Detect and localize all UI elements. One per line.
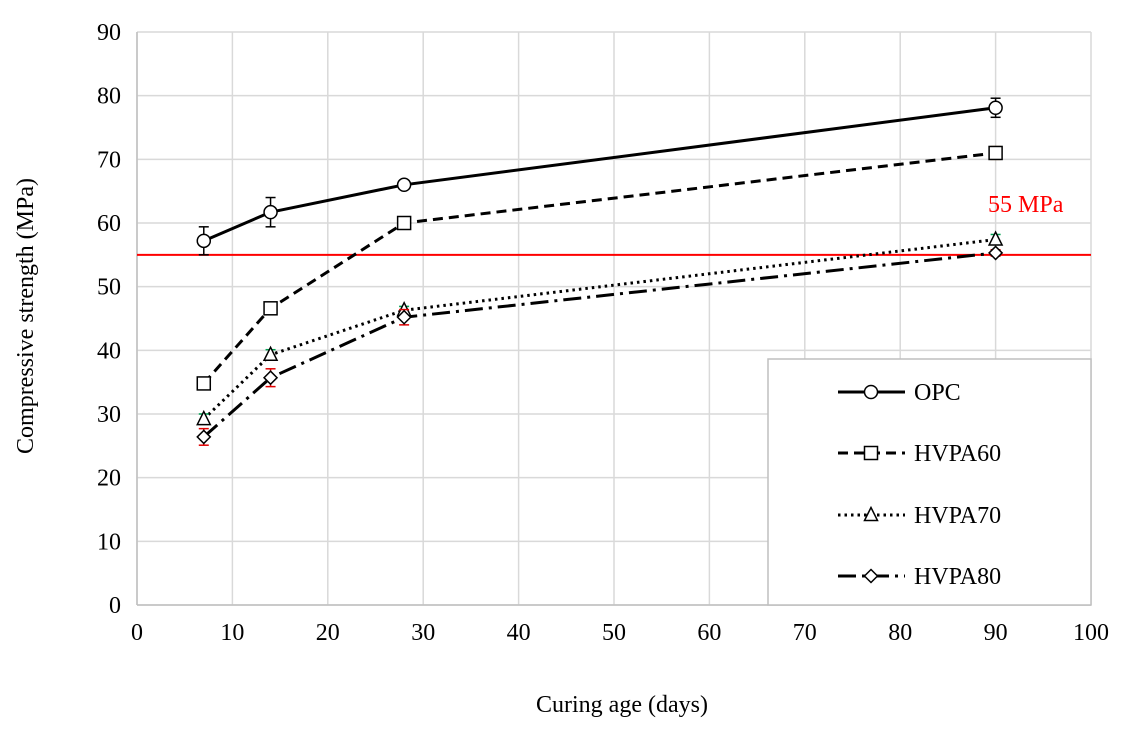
x-tick-label: 0 xyxy=(131,620,143,646)
data-point-hvpa60 xyxy=(988,145,1003,161)
y-tick-label: 80 xyxy=(97,84,121,110)
x-tick-label: 50 xyxy=(602,620,626,646)
data-point-hvpa80 xyxy=(196,429,212,445)
data-point-opc xyxy=(263,204,278,220)
x-tick-label: 100 xyxy=(1073,620,1109,646)
x-tick-label: 30 xyxy=(411,620,435,646)
data-point-hvpa60 xyxy=(263,301,278,316)
legend-item-hvpa70: HVPA70 xyxy=(838,503,1001,529)
y-tick-label: 40 xyxy=(97,338,121,364)
y-tick-label: 20 xyxy=(97,466,121,492)
legend-label-opc: OPC xyxy=(914,380,961,406)
legend-marker-hvpa70 xyxy=(863,505,879,522)
legend: OPC HVPA60 HVPA70 HVPA80 xyxy=(767,358,1092,606)
legend-item-opc: OPC xyxy=(838,380,961,406)
legend-marker-opc xyxy=(863,384,879,400)
series-hvpa60 xyxy=(196,145,1003,391)
legend-label-hvpa60: HVPA60 xyxy=(914,441,1001,467)
legend-label-hvpa80: HVPA80 xyxy=(914,564,1001,590)
y-tick-label: 0 xyxy=(109,593,121,619)
x-tick-label: 90 xyxy=(984,620,1008,646)
data-point-hvpa70 xyxy=(196,409,212,426)
legend-label-hvpa70: HVPA70 xyxy=(914,503,1001,529)
tick-labels: 0 10 20 30 40 50 60 70 80 90 100 0 10 20 30 40 50 60 70 80 9… xyxy=(97,20,1109,646)
y-tick-label: 90 xyxy=(97,20,121,46)
x-tick-label: 10 xyxy=(220,620,244,646)
data-point-hvpa60 xyxy=(396,215,412,231)
x-tick-label: 70 xyxy=(793,620,817,646)
data-point-hvpa70 xyxy=(262,345,279,362)
y-tick-label: 30 xyxy=(97,402,121,428)
legend-item-hvpa80: HVPA80 xyxy=(838,564,1001,590)
data-point-hvpa80 xyxy=(262,370,279,386)
x-tick-label: 20 xyxy=(316,620,340,646)
series-line-opc xyxy=(203,106,996,243)
x-tick-label: 60 xyxy=(697,620,721,646)
series-line-hvpa80 xyxy=(202,251,996,439)
legend-box xyxy=(767,358,1092,606)
data-point-hvpa80 xyxy=(988,245,1004,261)
legend-item-hvpa60: HVPA60 xyxy=(838,441,1001,467)
reference-line-group: 55 MPa xyxy=(137,192,1091,256)
data-point-hvpa80 xyxy=(396,309,412,325)
data-point-hvpa60 xyxy=(196,376,212,391)
series-line-hvpa60 xyxy=(202,151,996,385)
data-point-opc xyxy=(396,177,412,193)
reference-line-label: 55 MPa xyxy=(988,192,1064,218)
legend-marker-hvpa80 xyxy=(863,568,879,584)
y-tick-label: 50 xyxy=(97,275,121,301)
legend-marker-hvpa60 xyxy=(863,445,879,461)
y-axis-title: Compressive strength (MPa) xyxy=(13,178,39,454)
x-tick-label: 80 xyxy=(888,620,912,646)
x-axis-title: Curing age (days) xyxy=(536,692,708,718)
series-hvpa70 xyxy=(196,230,1004,426)
data-point-opc xyxy=(988,100,1003,116)
data-point-hvpa70 xyxy=(987,230,1004,246)
series-line-hvpa70 xyxy=(202,238,996,421)
series-hvpa80 xyxy=(196,245,1004,446)
x-tick-label: 40 xyxy=(507,620,531,646)
series-group xyxy=(196,97,1004,446)
y-tick-label: 60 xyxy=(97,211,121,237)
y-tick-label: 10 xyxy=(97,529,121,555)
series-opc xyxy=(196,97,1003,256)
data-point-opc xyxy=(196,233,212,249)
y-tick-label: 70 xyxy=(97,147,121,173)
